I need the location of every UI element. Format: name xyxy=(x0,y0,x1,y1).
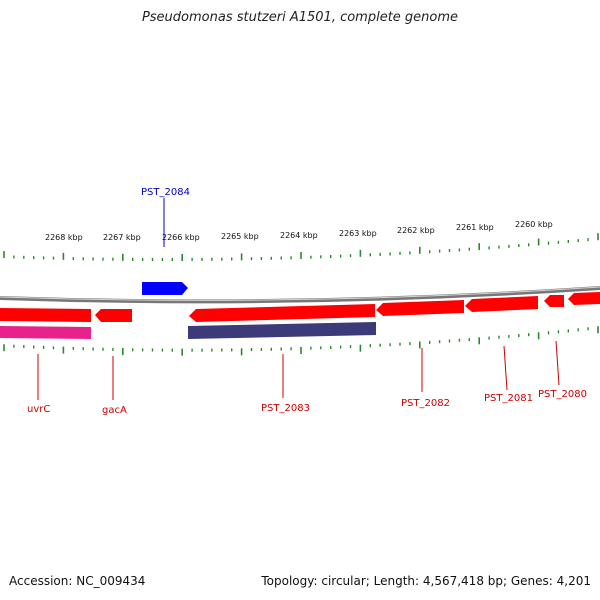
accession-text: Accession: NC_009434 xyxy=(9,574,146,588)
reverse-cds-uvrc[interactable] xyxy=(0,308,91,322)
gene-label-pst-2083: PST_2083 xyxy=(261,403,310,414)
gene-label-pst-2084: PST_2084 xyxy=(141,187,190,198)
genome-summary: Topology: circular; Length: 4,567,418 bp… xyxy=(261,574,591,588)
scale-label: 2263 kbp xyxy=(339,229,377,238)
outer-tick-ruler xyxy=(3,233,599,261)
genome-backbone xyxy=(0,286,600,304)
gene-label-gaca: gacA xyxy=(102,405,127,416)
reverse-cds-pst-2080a[interactable] xyxy=(544,295,564,307)
reverse-cds-pst-2081[interactable] xyxy=(465,296,538,312)
label-connector xyxy=(503,345,508,391)
gene-label-uvrc: uvrC xyxy=(27,404,50,415)
scale-label: 2267 kbp xyxy=(103,233,141,242)
reverse-cds-pst-2083[interactable] xyxy=(189,304,375,322)
gene-label-pst-2080: PST_2080 xyxy=(538,389,587,400)
scale-label: 2264 kbp xyxy=(280,231,318,240)
reverse-cds-pst-2080b[interactable] xyxy=(568,292,600,305)
feature-band xyxy=(188,322,376,339)
scale-label: 2268 kbp xyxy=(45,233,83,242)
reverse-cds-gaca[interactable] xyxy=(95,309,132,322)
reverse-cds-pst-2082[interactable] xyxy=(376,300,464,316)
label-connector xyxy=(555,340,560,386)
inner-tick-ruler xyxy=(3,326,599,356)
rna-band xyxy=(0,326,91,339)
scale-label: 2266 kbp xyxy=(162,233,200,242)
map-title: Pseudomonas stutzeri A1501, complete gen… xyxy=(141,10,459,25)
scale-label: 2260 kbp xyxy=(515,220,553,229)
scale-label: 2262 kbp xyxy=(397,226,435,235)
scale-label: 2265 kbp xyxy=(221,232,259,241)
scale-label: 2261 kbp xyxy=(456,223,494,232)
forward-cds-pst-2084[interactable] xyxy=(142,282,188,295)
gene-label-pst-2082: PST_2082 xyxy=(401,398,450,409)
gene-label-pst-2081: PST_2081 xyxy=(484,393,533,404)
